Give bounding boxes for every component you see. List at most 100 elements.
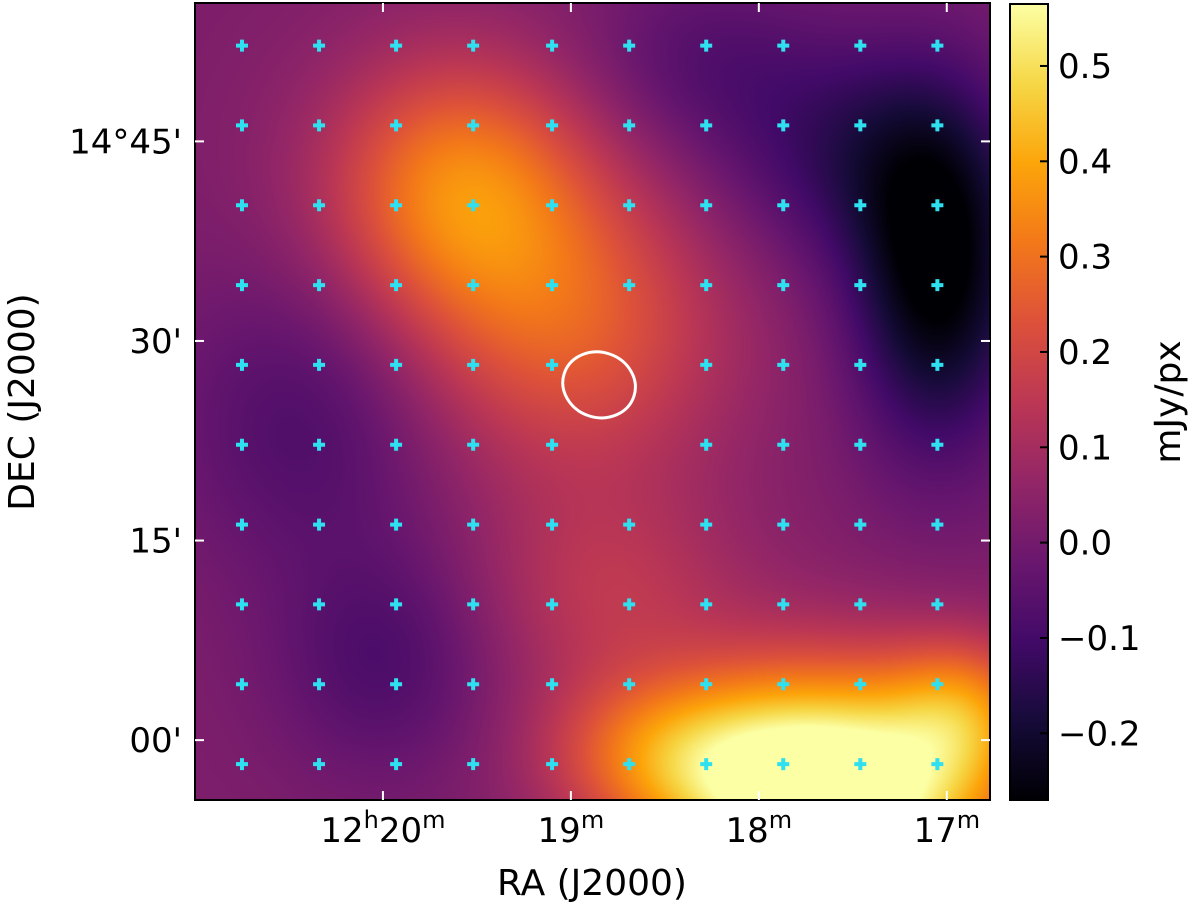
grid-point-marker <box>546 518 559 531</box>
grid-point-marker <box>777 199 790 212</box>
grid-point-marker <box>235 518 248 531</box>
grid-point-marker <box>931 598 944 611</box>
grid-point-marker <box>546 199 559 212</box>
grid-point-marker <box>777 518 790 531</box>
grid-point-marker <box>777 598 790 611</box>
grid-point-marker <box>854 598 867 611</box>
grid-point-marker <box>467 758 480 771</box>
grid-point-marker <box>623 279 636 292</box>
heatmap-image <box>195 3 990 800</box>
grid-point-marker <box>546 39 559 52</box>
grid-point-marker <box>700 598 713 611</box>
grid-point-marker <box>235 678 248 691</box>
grid-point-marker <box>623 678 636 691</box>
grid-point-marker <box>854 119 867 132</box>
grid-point-marker <box>467 279 480 292</box>
y-tick-label: 14°45' <box>69 122 182 162</box>
grid-point-marker <box>700 119 713 132</box>
grid-point-marker <box>390 438 403 451</box>
grid-point-marker <box>931 199 944 212</box>
grid-point-marker <box>313 279 326 292</box>
grid-point-marker <box>467 438 480 451</box>
grid-point-marker <box>854 199 867 212</box>
grid-point-marker <box>931 358 944 371</box>
x-tick-label: 18m <box>726 806 793 851</box>
x-tick-label: 19m <box>538 806 605 851</box>
grid-point-marker <box>313 119 326 132</box>
grid-point-marker <box>467 598 480 611</box>
grid-point-marker <box>235 279 248 292</box>
grid-point-marker <box>700 199 713 212</box>
colorbar-tick-label: 0.3 <box>1058 238 1112 278</box>
grid-point-marker <box>390 39 403 52</box>
colorbar-ticks: 0.5 0.4 0.3 0.2 0.1 0.0 −0.1 −0.2 <box>1040 47 1141 754</box>
grid-point-marker <box>777 678 790 691</box>
grid-point-marker <box>777 39 790 52</box>
y-tick-label: 30' <box>129 322 182 362</box>
grid-point-marker <box>931 279 944 292</box>
plot-frame <box>194 2 991 801</box>
grid-point-marker <box>313 199 326 212</box>
grid-point-marker <box>623 758 636 771</box>
grid-point-marker <box>854 279 867 292</box>
grid-point-marker <box>235 39 248 52</box>
grid-point-marker <box>700 518 713 531</box>
grid-point-marker <box>235 119 248 132</box>
grid-point-marker <box>313 438 326 451</box>
grid-point-marker <box>931 438 944 451</box>
grid-point-marker <box>313 758 326 771</box>
colorbar-tick-label: 0.5 <box>1058 47 1112 87</box>
grid-point-marker <box>546 678 559 691</box>
grid-point-marker <box>467 358 480 371</box>
grid-point-marker <box>390 598 403 611</box>
grid-point-marker <box>313 598 326 611</box>
colorbar-tick-label: 0.1 <box>1058 428 1112 468</box>
grid-point-marker <box>623 39 636 52</box>
grid-point-marker <box>467 199 480 212</box>
grid-point-marker <box>546 119 559 132</box>
grid-point-marker <box>313 358 326 371</box>
grid-point-marker <box>467 39 480 52</box>
grid-point-marker <box>546 279 559 292</box>
grid-point-marker <box>235 438 248 451</box>
grid-point-marker <box>467 518 480 531</box>
grid-point-marker <box>700 758 713 771</box>
grid-point-marker <box>700 358 713 371</box>
grid-point-marker <box>390 758 403 771</box>
colorbar-tick-label: −0.1 <box>1058 619 1141 659</box>
y-tick-label: 00' <box>129 721 182 761</box>
colorbar-tick-label: −0.2 <box>1058 714 1141 754</box>
grid-point-marker <box>546 438 559 451</box>
grid-point-marker <box>235 358 248 371</box>
x-axis-label: RA (J2000) <box>497 863 687 904</box>
grid-point-marker <box>931 758 944 771</box>
grid-point-marker <box>546 598 559 611</box>
source-ellipse <box>561 350 637 420</box>
grid-point-marker <box>313 518 326 531</box>
grid-point-marker <box>777 758 790 771</box>
grid-point-marker <box>777 438 790 451</box>
grid-point-marker <box>700 678 713 691</box>
grid-point-marker <box>313 678 326 691</box>
grid-point-marker <box>623 199 636 212</box>
colorbar-tick-label: 0.2 <box>1058 333 1112 373</box>
heatmap <box>195 3 990 800</box>
grid-point-marker <box>700 39 713 52</box>
x-axis-ticks: 12h20m 19m 18m 17m <box>320 3 980 851</box>
grid-point-marker <box>313 39 326 52</box>
grid-point-marker <box>700 438 713 451</box>
grid-point-marker <box>700 279 713 292</box>
grid-point-marker <box>390 119 403 132</box>
x-tick-label: 12h20m <box>320 806 445 851</box>
y-axis-ticks: 14°45' 30' 15' 00' <box>69 122 990 761</box>
grid-point-marker <box>931 518 944 531</box>
grid-point-marker <box>390 199 403 212</box>
y-axis-label: DEC (J2000) <box>2 293 43 510</box>
grid-point-marker <box>390 518 403 531</box>
grid-point-marker <box>390 279 403 292</box>
y-tick-label: 15' <box>129 522 182 562</box>
grid-point-marker <box>235 758 248 771</box>
grid-point-marker <box>854 438 867 451</box>
grid-point-marker <box>623 598 636 611</box>
